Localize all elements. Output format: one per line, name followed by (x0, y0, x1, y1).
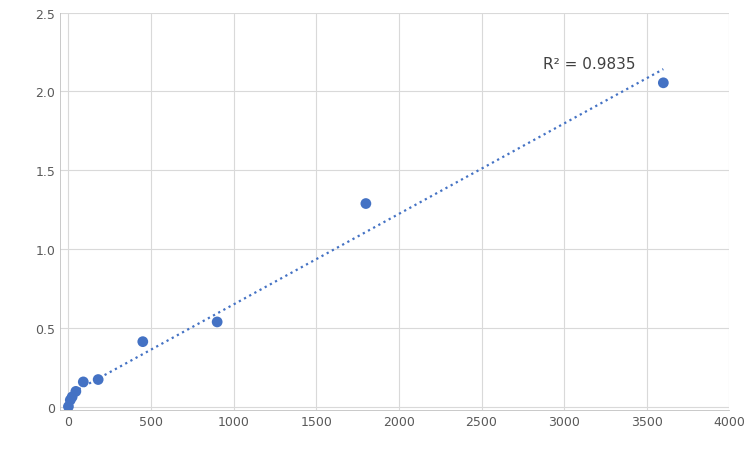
Point (77, 378, 89, 386)
Point (137, 338, 149, 345)
Text: R² = 0.9835: R² = 0.9835 (543, 57, 635, 72)
Point (92, 376, 105, 383)
Point (70, 388, 82, 395)
Point (66, 393, 78, 400)
Point (360, 201, 372, 208)
Point (657, 80, 669, 87)
Point (211, 318, 223, 326)
Point (64, 396, 76, 404)
Point (62, 403, 74, 410)
